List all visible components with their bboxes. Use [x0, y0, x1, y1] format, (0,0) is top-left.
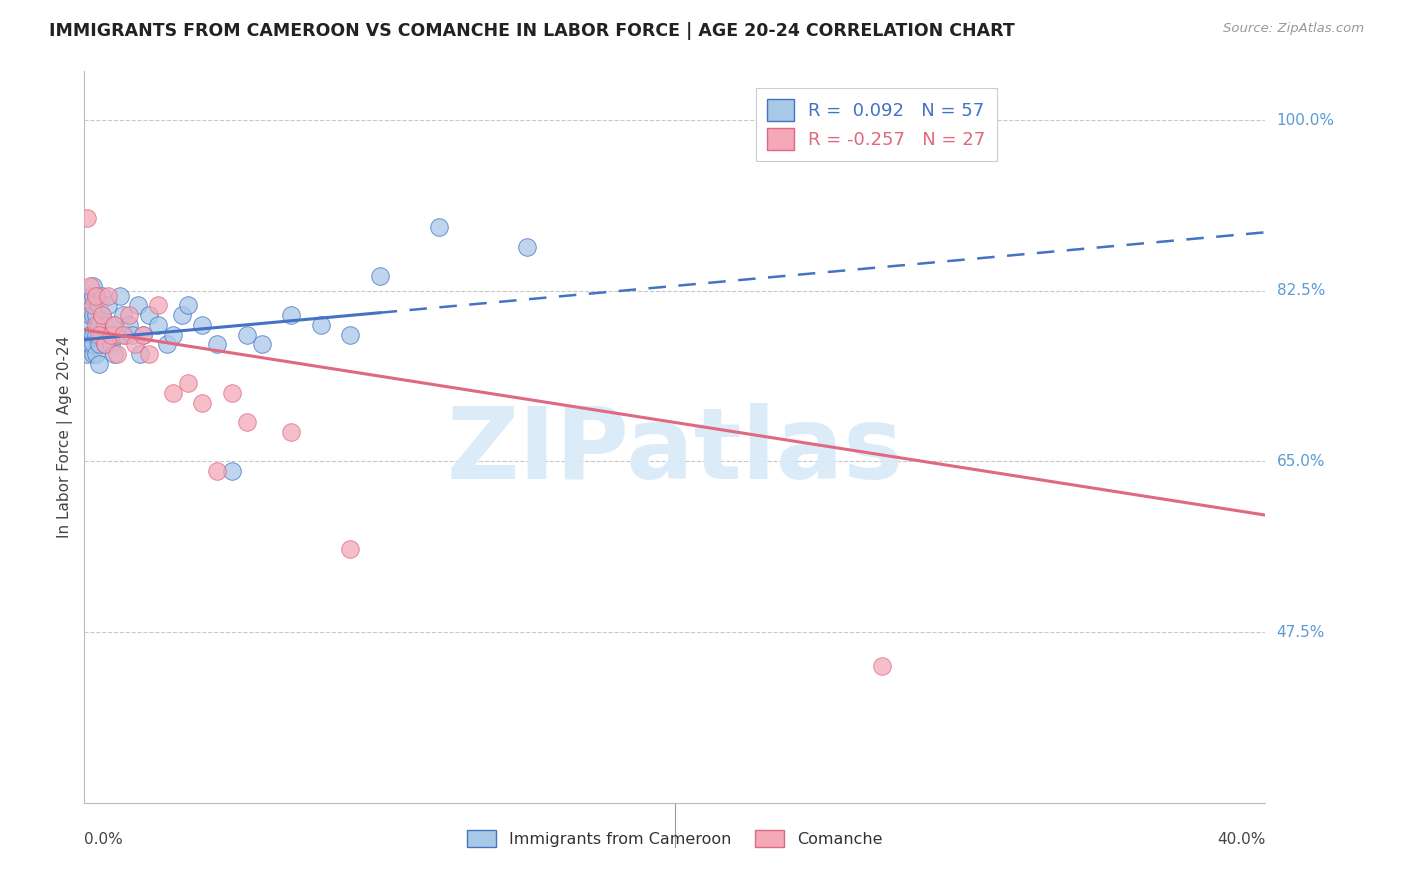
Point	[82, 337, 104, 351]
Point	[105, 347, 128, 361]
Point	[280, 308, 302, 322]
Point	[94, 337, 117, 351]
Point	[76, 347, 98, 361]
Point	[100, 327, 122, 342]
Point	[87, 327, 111, 342]
Point	[236, 416, 259, 430]
Point	[127, 298, 149, 312]
Point	[87, 298, 111, 312]
Point	[82, 288, 104, 302]
Point	[82, 298, 104, 312]
Point	[309, 318, 332, 332]
Point	[82, 347, 104, 361]
Legend: Immigrants from Cameroon, Comanche: Immigrants from Cameroon, Comanche	[461, 824, 889, 854]
Point	[207, 464, 229, 478]
Point	[207, 337, 229, 351]
Point	[82, 327, 104, 342]
Point	[97, 298, 120, 312]
Point	[121, 327, 143, 342]
Point	[280, 425, 302, 440]
Point	[84, 288, 107, 302]
Point	[368, 269, 391, 284]
Point	[250, 337, 273, 351]
Point	[108, 288, 131, 302]
Text: 82.5%: 82.5%	[1277, 284, 1324, 298]
Point	[87, 337, 111, 351]
Text: 0.0%: 0.0%	[84, 832, 124, 847]
Point	[76, 211, 98, 225]
Point	[339, 327, 361, 342]
Point	[138, 308, 160, 322]
Point	[91, 308, 114, 322]
Point	[132, 327, 155, 342]
Point	[221, 386, 243, 401]
Point	[427, 220, 450, 235]
Point	[97, 327, 120, 342]
Point	[132, 327, 155, 342]
Point	[105, 327, 128, 342]
Point	[236, 327, 259, 342]
Text: Source: ZipAtlas.com: Source: ZipAtlas.com	[1223, 22, 1364, 36]
Point	[124, 337, 146, 351]
Point	[82, 279, 104, 293]
Point	[91, 288, 114, 302]
Point	[76, 298, 98, 312]
Point	[79, 327, 101, 342]
Point	[118, 308, 141, 322]
Point	[87, 318, 111, 332]
Point	[84, 288, 107, 302]
Point	[114, 327, 136, 342]
Point	[339, 542, 361, 557]
Text: 100.0%: 100.0%	[1277, 112, 1334, 128]
Y-axis label: In Labor Force | Age 20-24: In Labor Force | Age 20-24	[58, 336, 73, 538]
Point	[100, 337, 122, 351]
Point	[103, 318, 125, 332]
Point	[191, 396, 214, 410]
Text: IMMIGRANTS FROM CAMEROON VS COMANCHE IN LABOR FORCE | AGE 20-24 CORRELATION CHAR: IMMIGRANTS FROM CAMEROON VS COMANCHE IN …	[49, 22, 1015, 40]
Text: 65.0%: 65.0%	[1277, 454, 1324, 469]
Point	[170, 308, 193, 322]
Point	[76, 318, 98, 332]
Point	[177, 298, 200, 312]
Point	[79, 337, 101, 351]
Point	[94, 337, 117, 351]
Point	[103, 318, 125, 332]
Point	[91, 308, 114, 322]
Point	[162, 386, 184, 401]
Point	[138, 347, 160, 361]
Point	[870, 659, 893, 673]
Point	[191, 318, 214, 332]
Point	[87, 357, 111, 371]
Point	[516, 240, 538, 254]
Point	[111, 327, 134, 342]
Point	[79, 288, 101, 302]
Point	[91, 327, 114, 342]
Point	[156, 337, 179, 351]
Point	[148, 318, 170, 332]
Point	[84, 318, 107, 332]
Point	[84, 327, 107, 342]
Point	[162, 327, 184, 342]
Point	[118, 318, 141, 332]
Point	[82, 308, 104, 322]
Text: 40.0%: 40.0%	[1218, 832, 1265, 847]
Text: ZIPatlas: ZIPatlas	[447, 403, 903, 500]
Point	[177, 376, 200, 391]
Point	[79, 308, 101, 322]
Point	[79, 279, 101, 293]
Point	[148, 298, 170, 312]
Point	[84, 308, 107, 322]
Point	[97, 288, 120, 302]
Point	[221, 464, 243, 478]
Point	[129, 347, 152, 361]
Point	[103, 347, 125, 361]
Point	[111, 308, 134, 322]
Text: 47.5%: 47.5%	[1277, 624, 1324, 640]
Point	[84, 347, 107, 361]
Point	[94, 318, 117, 332]
